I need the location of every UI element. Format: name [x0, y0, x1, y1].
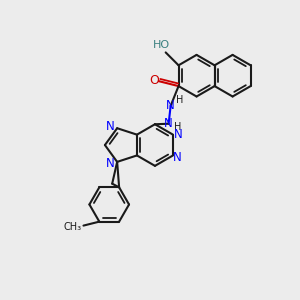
Text: HO: HO — [153, 40, 170, 50]
Text: H: H — [176, 95, 183, 105]
Text: H: H — [174, 122, 181, 132]
Text: N: N — [174, 128, 182, 141]
Text: O: O — [149, 74, 159, 87]
Text: N: N — [106, 158, 115, 170]
Text: N: N — [166, 99, 175, 112]
Text: N: N — [106, 120, 115, 133]
Text: CH₃: CH₃ — [63, 222, 82, 232]
Text: N: N — [172, 151, 181, 164]
Text: N: N — [164, 117, 173, 130]
